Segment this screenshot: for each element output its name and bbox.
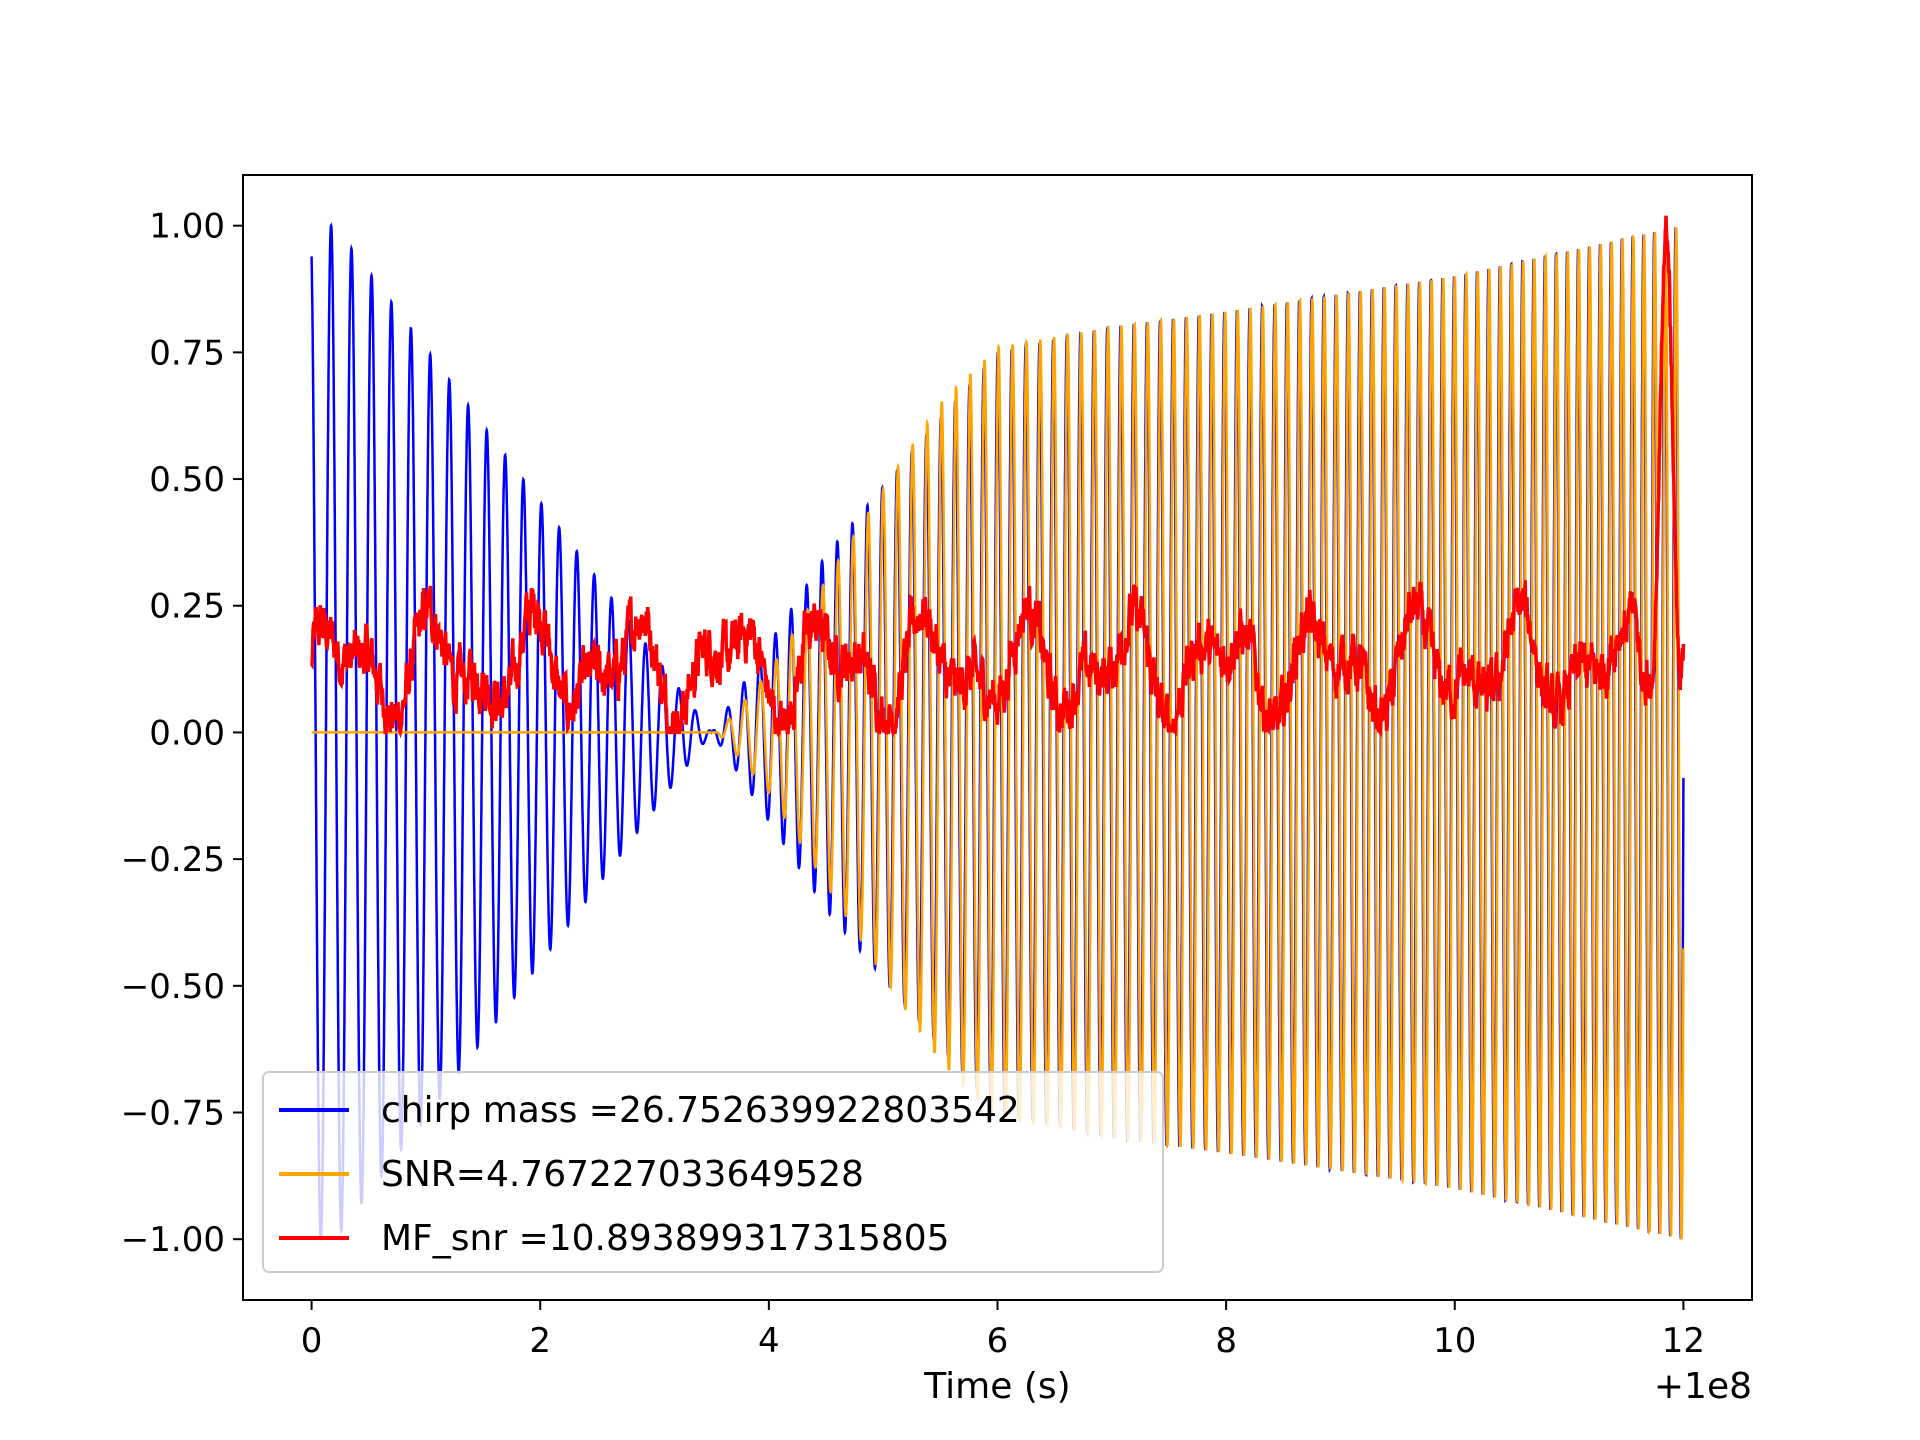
y-tick-label: 0.00 — [149, 713, 225, 753]
y-tick-label: 0.50 — [149, 460, 225, 500]
x-tick-label: 0 — [301, 1321, 323, 1361]
legend-box — [262, 1071, 1164, 1273]
x-axis-label: Time (s) — [923, 1366, 1070, 1407]
legend-label: MF_snr =10.893899317315805 — [381, 1218, 950, 1259]
y-axis: 1.00 0.75 0.50 0.25 0.00 −0.25 −0.50 −0.75 −1.00 — [121, 207, 243, 1260]
x-axis: 0 2 4 6 8 10 12 — [301, 1300, 1705, 1361]
x-tick-label: 10 — [1433, 1321, 1476, 1361]
series-layer — [310, 215, 1686, 1242]
x-tick-label: 4 — [758, 1321, 780, 1361]
series-line — [311, 227, 1685, 1241]
y-tick-label: 0.25 — [149, 587, 225, 627]
y-tick-label: −0.25 — [121, 840, 225, 880]
series-line — [310, 215, 1686, 740]
x-tick-label: 12 — [1662, 1321, 1705, 1361]
legend: chirp mass =26.752639922803542 SNR=4.7672… — [262, 1071, 1164, 1273]
x-axis-offset-label: +1e8 — [1654, 1366, 1752, 1407]
x-tick-label: 8 — [1215, 1321, 1237, 1361]
legend-label: SNR=4.767227033649528 — [381, 1154, 864, 1195]
y-tick-label: −0.75 — [121, 1094, 225, 1134]
y-tick-label: 1.00 — [149, 207, 225, 247]
x-tick-label: 6 — [987, 1321, 1009, 1361]
legend-label: chirp mass =26.752639922803542 — [381, 1090, 1020, 1131]
y-tick-label: −1.00 — [121, 1220, 225, 1260]
y-tick-label: −0.50 — [121, 967, 225, 1007]
y-tick-label: 0.75 — [149, 333, 225, 373]
x-tick-label: 2 — [529, 1321, 551, 1361]
